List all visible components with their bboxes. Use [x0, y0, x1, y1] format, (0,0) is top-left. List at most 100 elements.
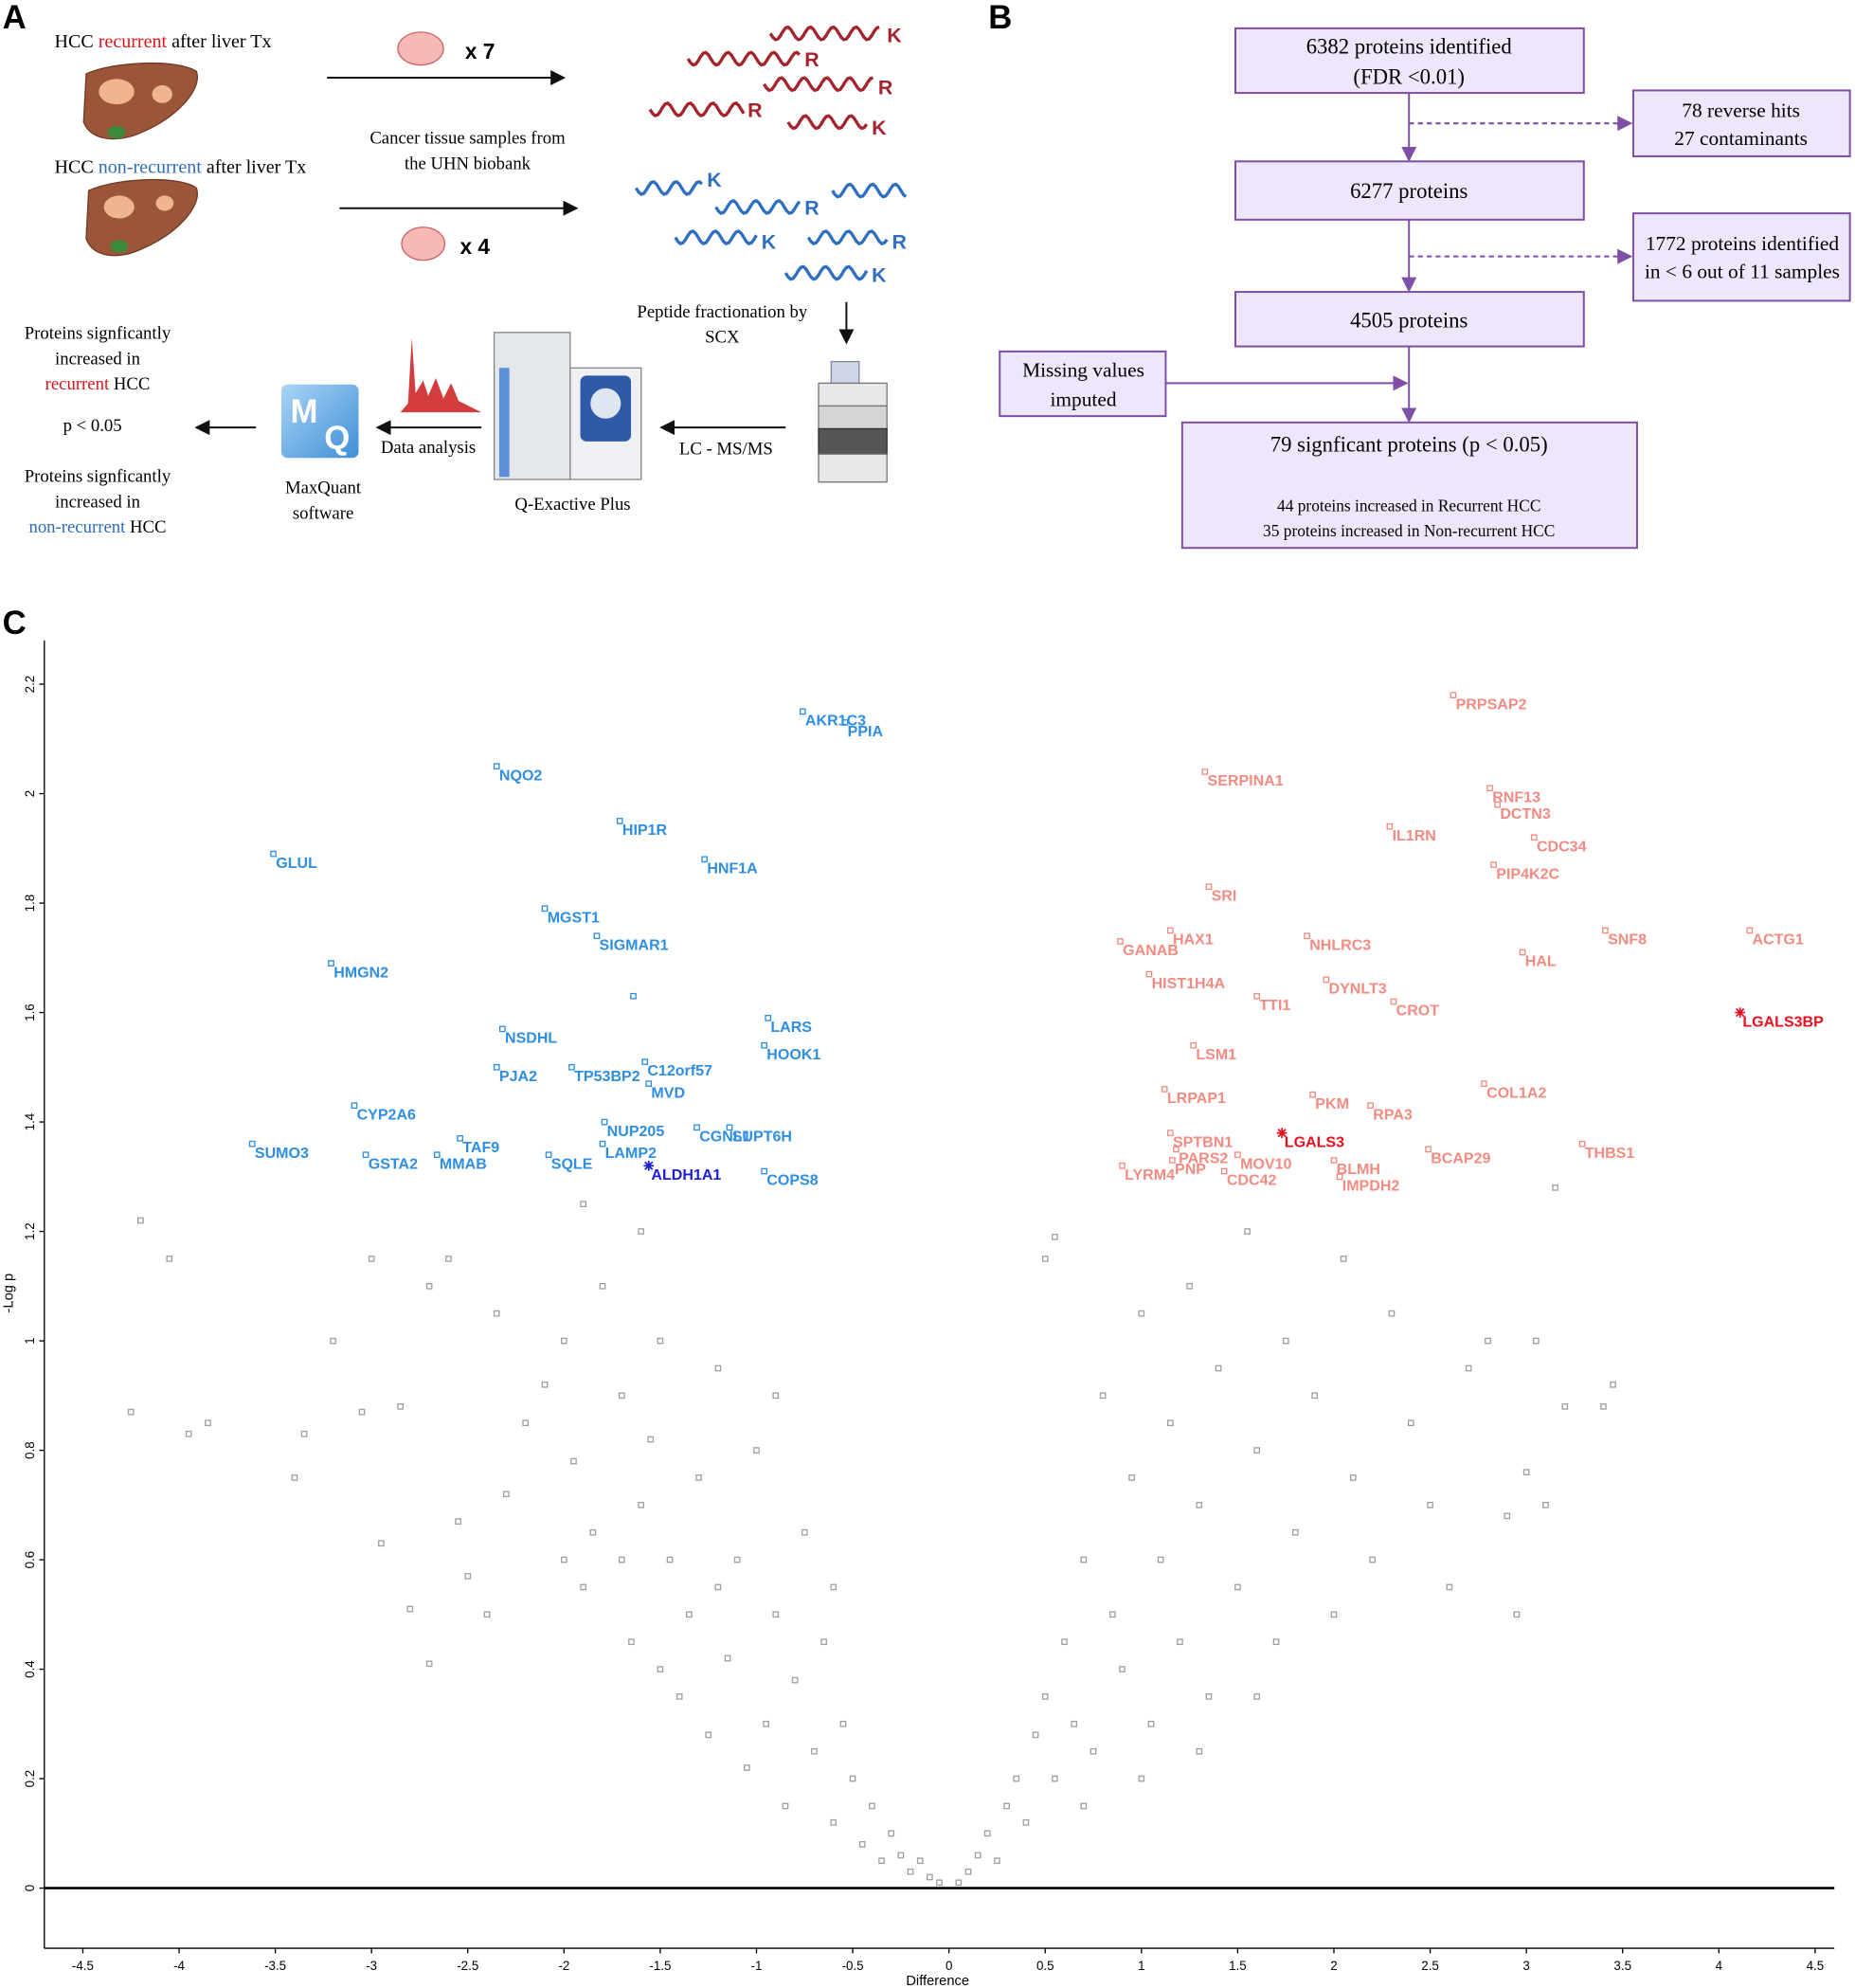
point-label: RPA3 [1373, 1106, 1413, 1123]
y-tick-label: 0.6 [23, 1551, 37, 1569]
point [1032, 1731, 1039, 1739]
point-label: MVD [651, 1084, 685, 1101]
y-tick-label: 0.8 [23, 1441, 37, 1459]
x-tick-label: 1 [1138, 1959, 1144, 1973]
point-label: PKM [1315, 1095, 1349, 1112]
maxquant-icon [280, 384, 359, 459]
x-tick-label: -4.5 [72, 1959, 94, 1973]
point [493, 1310, 500, 1317]
point [1336, 1173, 1343, 1181]
point [358, 1408, 366, 1416]
point [1367, 1102, 1374, 1110]
point [1340, 1256, 1347, 1262]
point [1117, 938, 1124, 945]
x-tick-label: 2 [1330, 1959, 1337, 1973]
point [839, 1720, 847, 1727]
point [1552, 1184, 1558, 1191]
point-label: PJA2 [499, 1068, 537, 1085]
point-label: ACTG1 [1752, 931, 1803, 949]
residue-label: R [804, 48, 819, 71]
point [1138, 1310, 1145, 1317]
point [1013, 1775, 1020, 1782]
point [1071, 1720, 1078, 1727]
point [1145, 970, 1153, 978]
point [841, 719, 849, 726]
text: SCX [705, 328, 740, 348]
text: increased in [55, 492, 141, 512]
panel-label: C [3, 605, 27, 642]
point [493, 763, 500, 770]
point [878, 1857, 885, 1865]
point [300, 1430, 308, 1437]
liver [82, 62, 198, 140]
point [1390, 998, 1397, 1005]
volcano-plot: Difference -Log p -4.5 -4 -3.5 -3 -2.5 -2 -1.5… [1, 640, 1835, 1988]
point [645, 1080, 653, 1087]
panel-b: 6382 proteins identified (FDR <0.01) 78 … [999, 27, 1851, 550]
point [858, 1841, 866, 1848]
x-tick-label: 4.5 [1807, 1959, 1825, 1973]
point [1323, 976, 1330, 984]
point [936, 1879, 943, 1887]
point-label: DYNLT3 [1329, 981, 1387, 998]
point [351, 1102, 358, 1110]
text: HCC [114, 374, 151, 394]
point [1166, 1130, 1174, 1136]
point [695, 1474, 702, 1481]
point [744, 1764, 750, 1771]
point [714, 1583, 722, 1591]
point-label: COPS8 [766, 1172, 818, 1189]
residue-label: K [887, 25, 902, 47]
group-title: HCC recurrent after liver Tx [55, 31, 272, 52]
point [801, 1528, 808, 1536]
point-label: HIST1H4A [1152, 975, 1226, 992]
y-tick-label: 0 [23, 1885, 37, 1891]
point [888, 1830, 895, 1837]
residue-label: K [707, 169, 722, 191]
point [994, 1857, 1000, 1865]
point-label: COL1A2 [1486, 1084, 1546, 1101]
point [1080, 1556, 1088, 1563]
point-label: PIP4K2C [1496, 865, 1559, 882]
point-label: NHLRC3 [1309, 936, 1371, 953]
point [849, 1775, 856, 1782]
point-label: AKR1C3 [805, 713, 866, 730]
point [1166, 927, 1174, 934]
point [1427, 1501, 1433, 1509]
point [1061, 1638, 1068, 1646]
x-tick-label: -4 [173, 1959, 185, 1973]
point-label: LGALS3BP [1742, 1013, 1824, 1030]
point [483, 1611, 491, 1618]
point [811, 1747, 818, 1755]
text: 78 reverse hits [1682, 99, 1800, 121]
flow-box [1631, 212, 1851, 302]
point [545, 1151, 552, 1159]
point [1168, 1157, 1176, 1164]
point [205, 1419, 211, 1427]
text: 1772 proteins identified [1646, 232, 1840, 255]
point [1522, 1469, 1530, 1476]
x-tick-label: 2.5 [1421, 1959, 1439, 1973]
point [657, 1666, 664, 1672]
x-tick-label: 3.5 [1613, 1959, 1631, 1973]
point-label: HNF1A [707, 860, 758, 877]
residue-label: R [804, 196, 819, 219]
x-tick-label: 0.5 [1036, 1959, 1054, 1973]
point-label: TAF9 [462, 1139, 499, 1156]
point [1532, 1337, 1540, 1345]
point [638, 1228, 644, 1235]
point [657, 1337, 664, 1345]
point [1388, 1310, 1396, 1317]
point-label: NQO2 [499, 767, 543, 784]
point-label: SERPINA1 [1208, 772, 1284, 789]
point [1215, 1364, 1222, 1372]
point [1292, 1528, 1299, 1536]
text: Q-Exactive Plus [514, 495, 630, 515]
residue-label: R [747, 99, 762, 121]
text: 4505 proteins [1350, 309, 1468, 333]
text: recurrent HCC [45, 374, 151, 394]
panel-label: B [988, 0, 1012, 36]
point [1138, 1775, 1145, 1782]
chromatogram-icon [400, 337, 482, 413]
flow-box [1234, 160, 1585, 221]
